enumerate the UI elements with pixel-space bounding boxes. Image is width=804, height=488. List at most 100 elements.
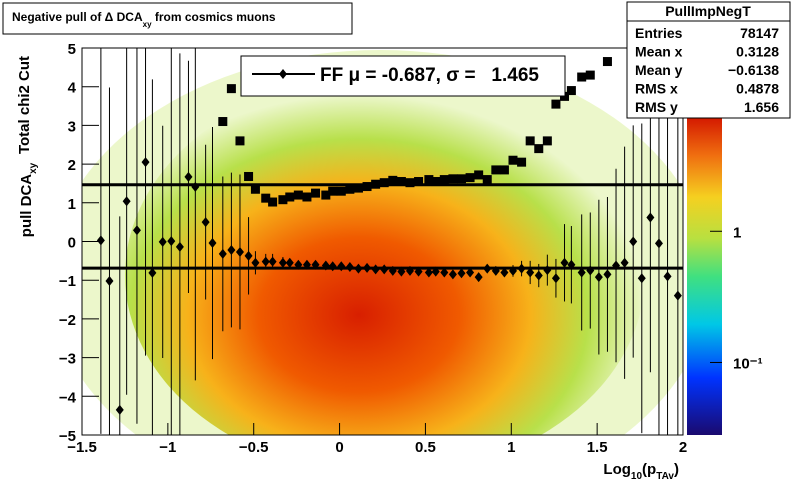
marker — [474, 170, 484, 180]
stats-label: Mean x — [635, 44, 683, 60]
marker — [414, 177, 424, 187]
marker — [594, 272, 603, 283]
marker — [345, 184, 355, 194]
palette — [687, 118, 722, 435]
stats-value: 0.3128 — [736, 44, 779, 60]
marker — [499, 165, 509, 175]
stats-label: RMS x — [635, 81, 678, 97]
y-tick-label: −3 — [59, 351, 76, 368]
marker — [388, 175, 398, 185]
y-tick-label: 2 — [68, 157, 76, 174]
stats-value: 0.4878 — [736, 81, 779, 97]
marker — [663, 271, 672, 282]
marker — [491, 165, 501, 175]
legend: FF μ = -0.687, σ = 1.465 — [240, 55, 566, 97]
marker — [302, 259, 311, 270]
marker — [577, 267, 586, 278]
marker — [371, 264, 380, 275]
marker — [525, 136, 535, 146]
marker — [321, 260, 330, 271]
marker — [551, 273, 560, 284]
marker — [321, 190, 331, 200]
marker — [509, 265, 518, 276]
marker — [424, 175, 434, 185]
marker — [363, 262, 372, 273]
stats-title: PullImpNegT — [665, 3, 751, 19]
marker — [96, 235, 105, 246]
marker — [508, 155, 518, 165]
marker — [328, 261, 337, 272]
marker — [115, 404, 124, 415]
marker — [612, 260, 621, 271]
marker — [158, 236, 167, 247]
marker — [543, 265, 552, 276]
marker — [167, 236, 176, 247]
marker — [456, 174, 466, 184]
marker — [414, 266, 423, 277]
marker — [534, 144, 544, 154]
marker — [405, 178, 415, 188]
marker — [586, 265, 595, 276]
marker — [526, 267, 535, 278]
x-tick-label: −1.5 — [67, 439, 97, 456]
stats-box: PullImpNegT Entries 78147 Mean x 0.3128 Mean… — [626, 1, 791, 119]
marker — [637, 273, 646, 284]
x-tick-label: 0.5 — [415, 439, 436, 456]
marker — [465, 173, 475, 183]
y-tick-label: −1 — [59, 273, 76, 290]
marker — [201, 217, 210, 228]
marker — [354, 263, 363, 274]
marker — [226, 84, 236, 94]
x-axis-label-sub: 10 — [631, 471, 643, 482]
marker — [293, 190, 303, 200]
marker — [474, 272, 483, 283]
marker — [191, 181, 200, 192]
marker — [566, 86, 576, 96]
marker — [431, 177, 441, 187]
title-box: Negative pull of Δ DCAxy from cosmics mu… — [2, 2, 353, 35]
marker — [261, 193, 271, 203]
title: Negative pull of Δ DCA — [12, 10, 143, 24]
marker — [175, 241, 184, 252]
marker — [336, 186, 346, 196]
marker — [388, 265, 397, 276]
marker — [148, 267, 157, 278]
marker — [577, 72, 587, 82]
marker — [353, 183, 363, 193]
marker — [567, 259, 576, 270]
y-tick-label: 4 — [68, 80, 77, 97]
marker — [439, 175, 449, 185]
marker — [362, 182, 372, 192]
marker — [457, 268, 466, 279]
stats-value: −0.6138 — [728, 62, 779, 78]
marker — [440, 267, 449, 278]
marker — [483, 263, 492, 274]
marker — [311, 259, 320, 270]
marker — [244, 250, 253, 261]
marker — [448, 174, 458, 184]
marker — [132, 225, 141, 236]
marker — [629, 236, 638, 247]
stats-label: Mean y — [635, 62, 683, 78]
x-tick-label: 2 — [679, 439, 687, 456]
marker — [371, 179, 381, 189]
marker — [620, 257, 629, 268]
y-axis-label-sub: xy — [28, 162, 39, 174]
marker — [542, 136, 552, 146]
stats-value: 78147 — [740, 25, 779, 41]
marker — [500, 267, 509, 278]
stats-label: Entries — [635, 25, 683, 41]
y-tick-label: 0 — [68, 235, 76, 252]
marker — [517, 263, 526, 274]
marker — [278, 257, 287, 268]
marker — [328, 186, 338, 196]
marker — [285, 257, 294, 268]
marker — [466, 267, 475, 278]
marker — [396, 177, 406, 187]
marker — [218, 248, 227, 259]
legend-label: FF μ = -0.687, σ = 1.465 — [320, 65, 539, 86]
marker — [227, 245, 236, 256]
x-axis-label-mid: (p — [642, 461, 656, 478]
marker — [218, 117, 228, 127]
